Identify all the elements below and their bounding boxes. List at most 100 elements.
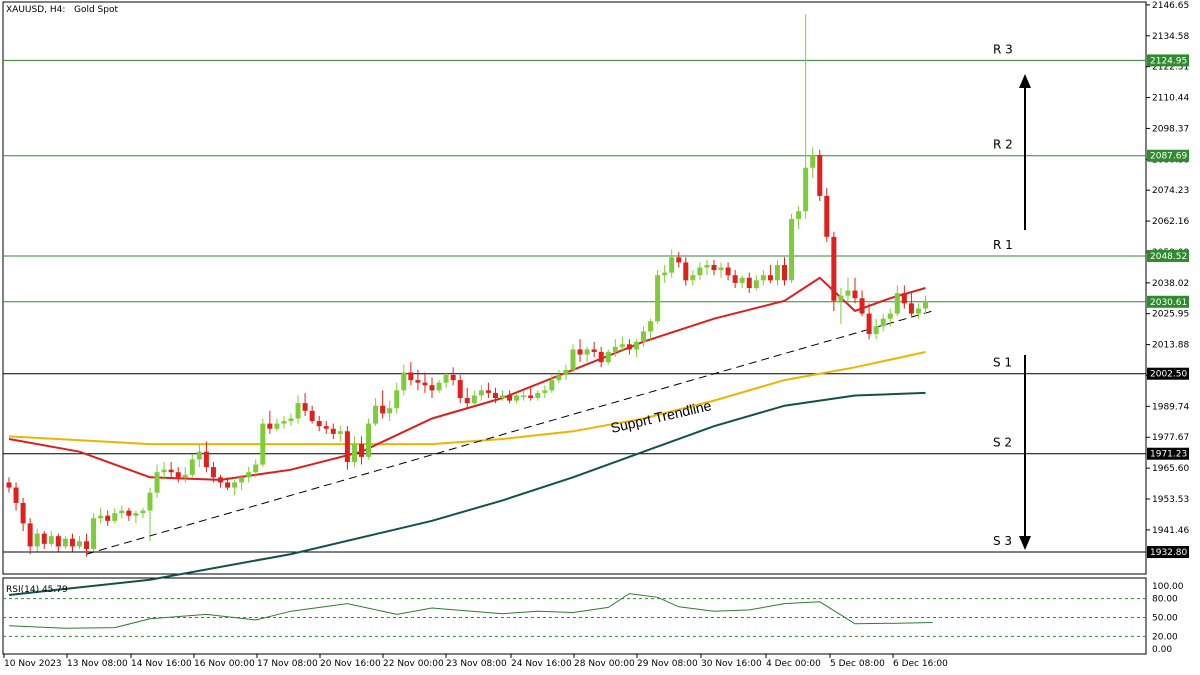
down-arrow-head (1019, 536, 1031, 550)
candle-body-bearish (41, 533, 47, 544)
candle-body-bullish (119, 510, 125, 514)
candle-body-bearish (817, 154, 823, 196)
price-tick-label: 1989.74 (1152, 402, 1189, 412)
candle-body-bullish (873, 326, 879, 335)
rsi-line (8, 593, 933, 629)
price-badge-label: 2124.95 (1150, 56, 1187, 66)
candle-body-bearish (457, 380, 463, 399)
rsi-tick-label: 80.00 (1152, 595, 1178, 605)
candle-body-bearish (859, 298, 865, 314)
candle-body-bearish (725, 267, 731, 276)
price-badge (1147, 54, 1189, 67)
candle-body-bearish (852, 290, 858, 299)
candle-body-bullish (373, 405, 379, 424)
candle-body-bearish (225, 482, 231, 488)
candle-body-bullish (91, 518, 97, 549)
candle-body-bearish (126, 510, 132, 516)
candle-body-bearish (683, 262, 689, 281)
time-tick-label: 16 Nov 00:00 (194, 659, 255, 669)
candle-body-bullish (563, 369, 569, 375)
candle-body-bullish (394, 390, 400, 409)
candle-body-bearish (464, 398, 470, 404)
rsi-tick-label: 20.00 (1152, 632, 1178, 642)
price-badge-label: 1971.23 (1150, 450, 1187, 460)
candle-body-bullish (260, 423, 266, 465)
candle-body-bullish (366, 423, 372, 457)
candle-body-bullish (570, 349, 576, 370)
price-tick-label: 2038.02 (1152, 279, 1189, 289)
candle-body-bullish (337, 431, 343, 434)
candle-body-bearish (429, 385, 435, 391)
candle-body-bullish (535, 392, 541, 399)
candle-body-bullish (542, 390, 548, 393)
candle-body-bullish (739, 277, 745, 283)
candle-body-bearish (55, 536, 61, 547)
candle-body-bullish (915, 308, 921, 314)
candle-body-bearish (422, 382, 428, 386)
candle-body-bearish (746, 277, 752, 288)
candle-body-bullish (880, 318, 886, 327)
rsi-tick-label: 100.00 (1152, 582, 1184, 592)
candle-body-bullish (619, 344, 625, 347)
time-tick-label: 17 Nov 08:00 (257, 659, 318, 669)
candle-body-bearish (507, 395, 513, 401)
candle-body-bearish (767, 275, 773, 281)
price-tick-label: 2146.65 (1152, 1, 1189, 11)
candle-body-bearish (492, 392, 498, 399)
price-badge-label: 2087.69 (1150, 152, 1187, 162)
price-tick-label: 1977.67 (1152, 433, 1189, 443)
price-tick-label: 2025.95 (1152, 310, 1189, 320)
candle-body-bullish (662, 272, 668, 276)
candle-body-bearish (908, 303, 914, 314)
candle-body-bullish (161, 469, 167, 473)
candle-body-bearish (168, 469, 174, 473)
candle-body-bullish (803, 167, 809, 212)
candle-body-bullish (443, 374, 449, 383)
candle-body-bullish (182, 474, 188, 478)
candle-body-bearish (626, 344, 632, 350)
candle-body-bullish (436, 382, 442, 391)
candle-body-bearish (330, 428, 336, 434)
candle-body-bearish (359, 444, 364, 457)
candle-body-bearish (577, 349, 583, 355)
candlesticks (6, 14, 928, 557)
time-tick-label: 5 Dec 08:00 (830, 659, 885, 669)
candle-body-bullish (549, 380, 555, 391)
price-badge (1147, 546, 1189, 559)
price-tick-label: 1965.60 (1152, 464, 1189, 474)
moving-averages (8, 276, 926, 596)
candle-body-bullish (295, 403, 301, 419)
ma-medium-line (8, 351, 926, 446)
candle-body-bearish (84, 541, 90, 549)
price-pane-frame (2, 1, 1147, 575)
candle-body-bearish (415, 380, 421, 383)
time-tick-label: 6 Dec 16:00 (893, 659, 948, 669)
price-badge (1147, 447, 1189, 460)
candle-body-bullish (894, 293, 900, 314)
price-tick-label: 1953.53 (1152, 495, 1189, 505)
candle-body-bearish (20, 502, 26, 524)
candle-body-bullish (605, 351, 611, 363)
candle-body-bearish (69, 538, 75, 547)
candle-body-bearish (408, 372, 414, 381)
candle-body-bullish (633, 341, 639, 350)
support-trendline (86, 310, 933, 555)
candle-body-bullish (239, 477, 245, 483)
candle-body-bullish (584, 349, 590, 355)
rsi-label: RSI(14) 45.79 (6, 585, 68, 595)
candle-body-bullish (98, 515, 104, 519)
candle-body-bullish (140, 510, 146, 514)
candle-body-bearish (901, 293, 907, 304)
candle-body-bullish (281, 421, 287, 424)
candle-body-bullish (753, 280, 759, 288)
candle-body-bullish (154, 472, 160, 493)
candle-body-bullish (796, 211, 802, 219)
candle-body-bearish (203, 451, 209, 468)
candle-body-bullish (288, 418, 294, 422)
candle-body-bearish (267, 423, 273, 429)
up-arrow-head (1019, 74, 1031, 88)
candle-body-bullish (471, 395, 477, 404)
candle-body-bearish (598, 351, 604, 363)
candle-body-bullish (48, 536, 54, 544)
